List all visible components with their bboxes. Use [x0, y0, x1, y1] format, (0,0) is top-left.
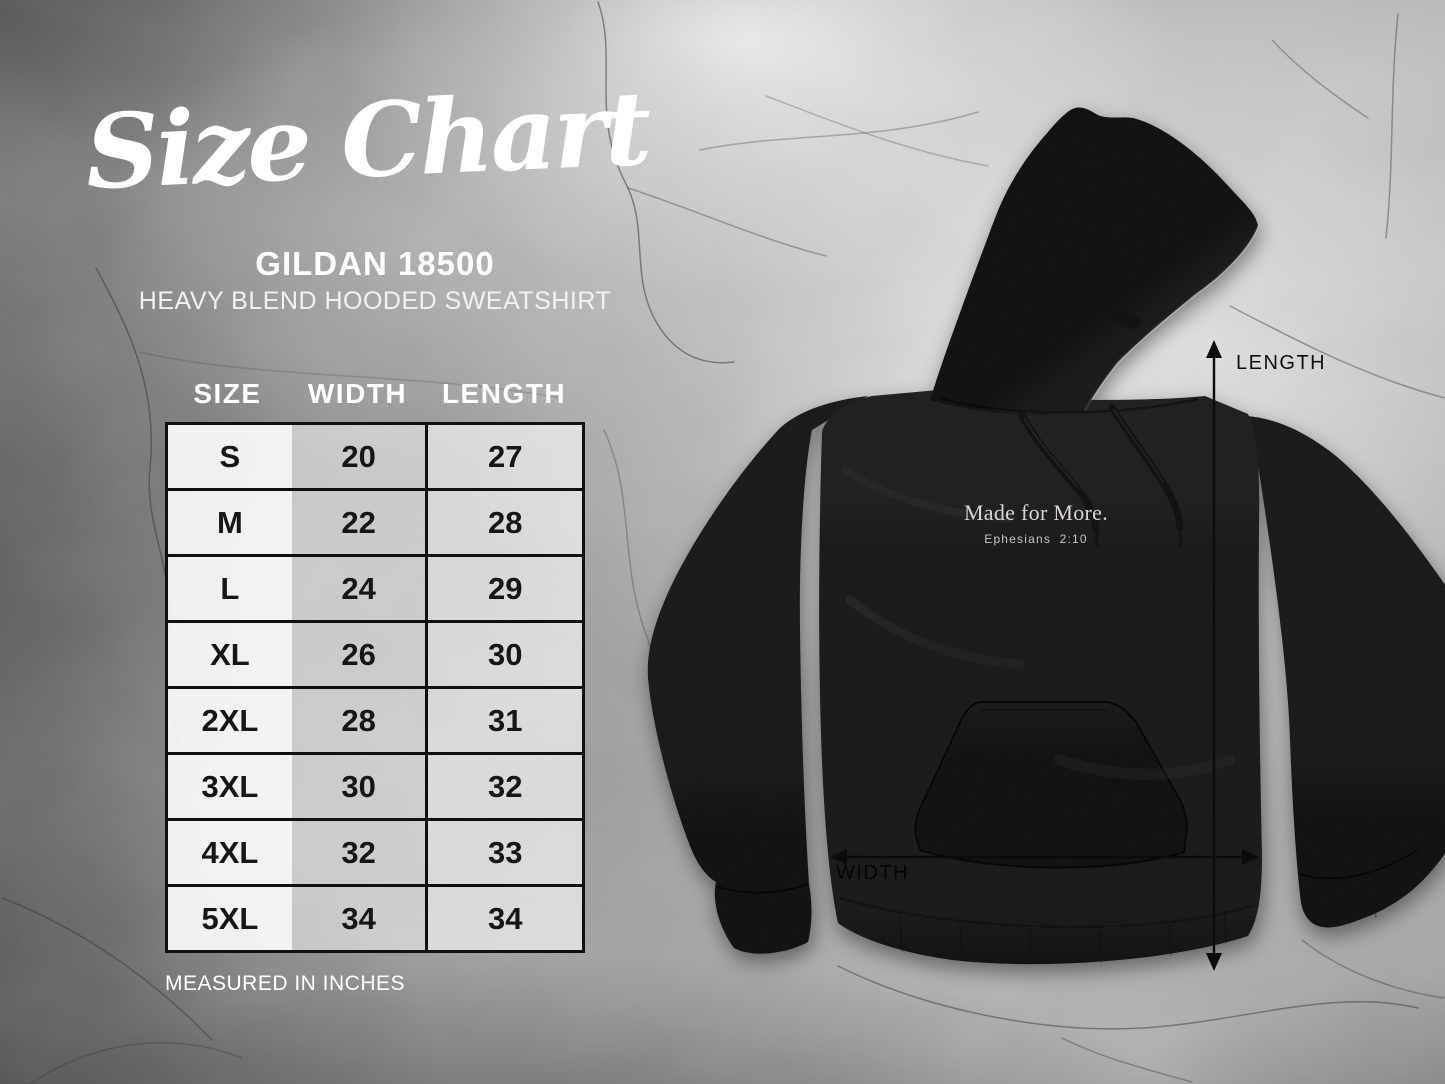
- length-cell: 27: [425, 422, 584, 490]
- measurement-note: MEASURED IN INCHES: [165, 972, 406, 995]
- chest-print-line1: Made for More.: [963, 500, 1109, 525]
- size-cell: 5XL: [166, 884, 292, 952]
- size-cell: XL: [166, 620, 292, 688]
- length-cell: 33: [425, 818, 584, 886]
- table-row: 5XL 34 34: [166, 884, 584, 952]
- column-header-length: LENGTH: [441, 378, 567, 409]
- width-cell: 24: [291, 554, 427, 622]
- table-row: M 22 28: [166, 488, 584, 556]
- width-cell: 22: [291, 488, 427, 556]
- table-row: XL 26 30: [166, 620, 584, 688]
- width-label: WIDTH: [836, 862, 910, 884]
- table-row: L 24 29: [166, 554, 584, 622]
- size-cell: S: [166, 422, 292, 490]
- size-chart-panel: SIZE WIDTH LENGTH S 20 27 M 22 28 L 24 29 XL 26 30 2…: [165, 372, 585, 996]
- width-cell: 20: [291, 422, 427, 490]
- column-header-width: WIDTH: [307, 378, 408, 409]
- column-header-size: SIZE: [193, 378, 262, 409]
- length-cell: 34: [425, 884, 584, 952]
- product-name: HEAVY BLEND HOODED SWEATSHIRT: [138, 287, 612, 315]
- width-cell: 30: [291, 752, 427, 820]
- length-cell: 31: [425, 686, 584, 754]
- table-row: 3XL 30 32: [166, 752, 584, 820]
- size-cell: 4XL: [166, 818, 292, 886]
- size-table-header: SIZE WIDTH LENGTH: [165, 372, 585, 416]
- size-cell: 2XL: [166, 686, 292, 754]
- length-cell: 32: [425, 752, 584, 820]
- chest-print-line2: Ephesians 2:10: [984, 532, 1088, 546]
- table-row: 4XL 32 33: [166, 818, 584, 886]
- size-cell: 3XL: [166, 752, 292, 820]
- length-cell: 28: [425, 488, 584, 556]
- size-table: S 20 27 M 22 28 L 24 29 XL 26 30 2XL 28 31 3XL 30 32 4XL 32…: [165, 422, 585, 953]
- width-cell: 26: [291, 620, 427, 688]
- width-cell: 34: [291, 884, 427, 952]
- length-cell: 29: [425, 554, 584, 622]
- table-row: 2XL 28 31: [166, 686, 584, 754]
- size-cell: L: [166, 554, 292, 622]
- chest-print: Made for More. Ephesians 2:10: [936, 500, 1136, 546]
- length-cell: 30: [425, 620, 584, 688]
- size-cell: M: [166, 488, 292, 556]
- page-title: Size Chart: [83, 68, 651, 214]
- width-cell: 32: [291, 818, 427, 886]
- table-row: S 20 27: [166, 422, 584, 490]
- width-cell: 28: [291, 686, 427, 754]
- length-label: LENGTH: [1236, 352, 1327, 374]
- product-code: GILDAN 18500: [255, 245, 495, 282]
